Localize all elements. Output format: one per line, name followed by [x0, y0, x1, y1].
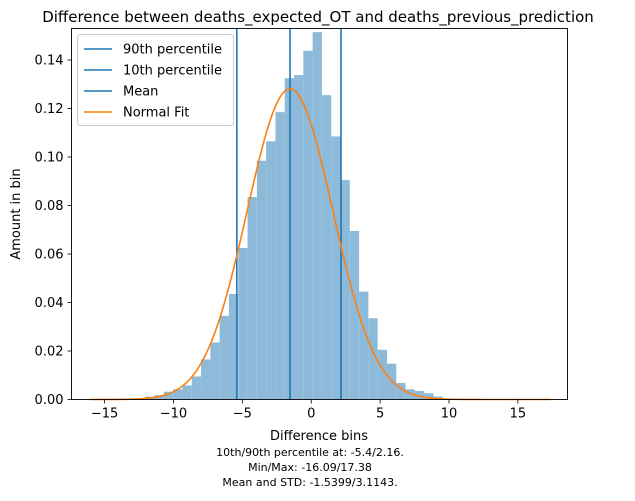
histogram-bar: [377, 349, 387, 400]
histogram-bar: [182, 385, 192, 400]
histogram-bar: [414, 391, 425, 400]
histogram-bar: [191, 376, 202, 400]
chart-title: Difference between deaths_expected_OT an…: [42, 8, 594, 27]
histogram-bar: [321, 95, 332, 400]
histogram-bar: [349, 230, 360, 400]
histogram-bar: [219, 315, 229, 400]
x-tick-label: 10: [441, 407, 458, 422]
histogram-bar: [247, 197, 257, 400]
x-tick-label: 5: [376, 407, 384, 422]
histogram-bar: [256, 160, 267, 400]
x-tick-label: −15: [91, 407, 118, 422]
x-axis-ticks: −15 −10 −5 0 5 10 15: [91, 399, 527, 422]
legend-box: [77, 34, 234, 126]
y-tick-label: 0.04: [35, 296, 64, 311]
histogram-bar: [266, 141, 276, 400]
histogram-bar: [368, 318, 378, 400]
footer-line-2: Min/Max: -16.09/17.38: [248, 461, 372, 474]
y-tick-label: 0.00: [35, 393, 64, 408]
x-tick-label: −5: [233, 407, 252, 422]
histogram-bar: [405, 389, 415, 400]
histogram-bar: [340, 180, 350, 400]
histogram-bar: [163, 391, 174, 400]
histogram-bar: [201, 359, 211, 400]
legend: 90th percentile 10th percentile Mean Normal…: [77, 34, 234, 126]
footer-line-3: Mean and STD: -1.5399/3.1143.: [222, 476, 398, 489]
y-tick-label: 0.06: [35, 248, 64, 263]
legend-label: Normal Fit: [123, 106, 189, 121]
x-tick-label: 0: [307, 407, 315, 422]
x-tick-label: 15: [510, 407, 527, 422]
footer-line-1: 10th/90th percentile at: -5.4/2.16.: [216, 446, 404, 459]
y-tick-label: 0.02: [35, 345, 64, 360]
percentile-lines: [236, 28, 342, 400]
y-tick-label: 0.10: [35, 151, 64, 166]
x-tick-label: −10: [160, 407, 187, 422]
y-axis-label: Amount in bin: [9, 168, 24, 259]
y-tick-label: 0.12: [35, 102, 64, 117]
histogram-bar: [312, 32, 322, 400]
y-axis-ticks: 0.00 0.02 0.04 0.06 0.08 0.10 0.12 0.14: [35, 54, 72, 408]
histogram-bar: [210, 342, 220, 400]
x-axis-label: Difference bins: [270, 429, 368, 444]
histogram-bar: [275, 112, 285, 400]
histogram-bar: [331, 136, 341, 400]
histogram-bar: [424, 393, 434, 400]
y-tick-label: 0.08: [35, 199, 64, 214]
legend-label: 10th percentile: [123, 64, 222, 79]
histogram-bar: [173, 389, 183, 400]
histogram-bar: [396, 383, 406, 400]
histogram-bar: [238, 247, 248, 400]
histogram-bar: [359, 291, 369, 400]
legend-label: 90th percentile: [123, 43, 222, 58]
legend-items: 90th percentile 10th percentile Mean Normal…: [84, 43, 222, 121]
legend-label: Mean: [123, 85, 158, 100]
y-tick-label: 0.14: [35, 54, 64, 69]
plot-frame: [71, 28, 568, 400]
chart: Difference between deaths_expected_OT an…: [9, 8, 594, 444]
histogram-bar: [303, 50, 313, 400]
histogram-bar: [294, 75, 304, 400]
histogram-bar: [228, 294, 239, 400]
